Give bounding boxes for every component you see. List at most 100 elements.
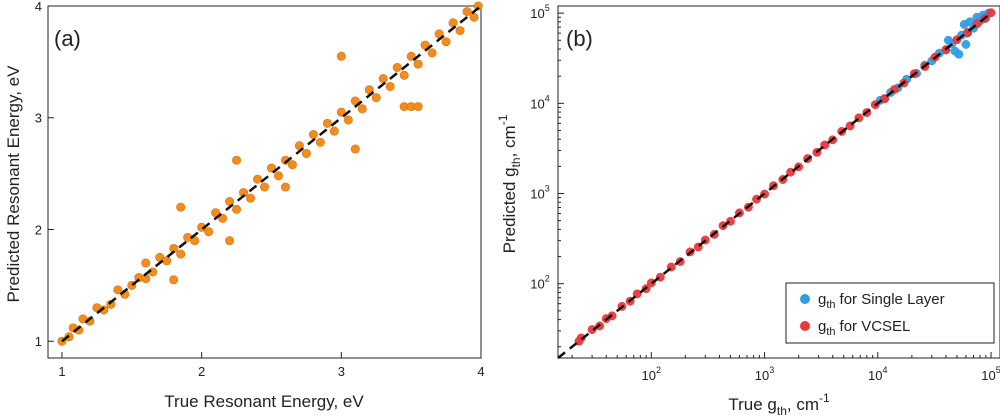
panel-a-y-tick-label: 4 <box>35 0 42 14</box>
panel-a-y-tick-label: 3 <box>35 111 42 126</box>
panel-a-point <box>413 59 423 69</box>
panel-a-x-axis-title: True Resonant Energy, eV <box>164 392 364 411</box>
panel-b-label: (b) <box>566 26 593 51</box>
panel-b-y-axis-title-sup: -1 <box>496 114 510 125</box>
panel-a-point <box>169 275 179 285</box>
panel-a-point <box>287 160 297 170</box>
panel-a-point <box>448 18 458 28</box>
panel-a-x-tick-label: 4 <box>477 364 484 379</box>
panel-a-x-tick-label: 3 <box>338 364 345 379</box>
panel-a-point <box>273 171 283 181</box>
legend-marker-vcsel <box>800 321 810 331</box>
panel-a-y-axis-title: Predicted Resonant Energy, eV <box>4 65 23 303</box>
panel-a-point <box>232 155 242 165</box>
panel-a-point <box>176 202 186 212</box>
panel-a-point <box>162 256 172 266</box>
panel-b-y-axis-title-sub: th <box>509 157 523 167</box>
panel-a-point <box>336 51 346 61</box>
panel-b-reference-line <box>557 12 992 359</box>
panel-a-point <box>301 149 311 159</box>
panel-a-point <box>385 81 395 91</box>
panel-a-point <box>246 193 256 203</box>
legend-box <box>785 282 995 344</box>
panel-a-point <box>113 285 123 295</box>
panel-a-point <box>259 182 269 192</box>
panel-a-point <box>413 102 423 112</box>
panel-b-y-tick-label: 103 <box>530 184 549 202</box>
panel-b-x-axis-title-unit: , cm <box>787 395 819 414</box>
panel-a-y-tick-labels: 1 2 3 4 <box>35 0 42 349</box>
panel-b-y-tick-label: 104 <box>530 93 549 111</box>
panel-b-point-vcsel <box>986 8 996 18</box>
panel-a-point <box>225 236 235 246</box>
panel-a-point <box>357 104 367 114</box>
panel-a-frame <box>47 5 482 359</box>
panel-b-point-single-layer <box>961 39 971 49</box>
panel-a-point <box>329 126 339 136</box>
legend: gth for Single Layer gth for VCSEL <box>785 282 995 344</box>
panel-a-point <box>350 144 360 154</box>
legend-label-vcsel: gth for VCSEL <box>818 318 910 338</box>
panel-a-point <box>392 62 402 72</box>
panel-a-point <box>462 7 472 17</box>
legend-label-single-layer: gth for Single Layer <box>818 291 945 311</box>
panel-a-point <box>473 1 483 11</box>
panel-a-reference-line <box>61 5 482 343</box>
legend-single-layer-text: for Single Layer <box>840 291 945 308</box>
panel-b-x-tick-label: 105 <box>981 365 1000 383</box>
panel-a-x-tick-label: 2 <box>198 364 205 379</box>
panel-a-label: (a) <box>54 26 81 51</box>
panel-a-point <box>322 118 332 128</box>
panel-a-point <box>232 204 242 214</box>
panel-a-point <box>266 163 276 173</box>
panel-a-point <box>315 137 325 147</box>
panel-b-x-tick-label: 104 <box>868 365 887 383</box>
panel-a-point <box>406 51 416 61</box>
panel-b-y-tick-label: 102 <box>530 274 549 292</box>
panel-b-y-tick-label: 105 <box>530 3 549 21</box>
panel-a-point <box>378 74 388 84</box>
panel-a-point <box>371 93 381 103</box>
panel-b-x-tick-label: 103 <box>755 365 774 383</box>
panel-a-point <box>308 130 318 140</box>
legend-vcsel-text: for VCSEL <box>840 318 911 335</box>
panel-a-point <box>176 249 186 259</box>
panel-a-point <box>427 48 437 58</box>
panel-a-ticks <box>48 5 482 358</box>
panel-b-frame <box>557 5 1000 359</box>
panel-b-ticks <box>558 12 992 358</box>
panel-a-point <box>280 182 290 192</box>
panel-a: (a) 1 2 3 4 1 2 3 4 True Resonant Energy, eV P… <box>4 0 485 411</box>
legend-marker-single-layer <box>800 294 810 304</box>
panel-b-point-vcsel <box>576 333 586 343</box>
legend-single-layer-g: g <box>818 291 826 308</box>
panel-a-point <box>204 227 214 237</box>
panel-b-y-axis-title: Predicted gth, cm-1 <box>496 114 523 253</box>
panel-a-point <box>343 115 353 125</box>
panel-a-x-tick-label: 1 <box>58 364 65 379</box>
panel-b-x-axis-title-main: True g <box>728 395 777 414</box>
legend-vcsel-sub: th <box>826 326 835 338</box>
panel-b-x-axis-title-sup: -1 <box>819 391 830 405</box>
panel-a-point <box>336 107 346 117</box>
panel-b-x-axis-title: True gth, cm-1 <box>728 391 830 418</box>
panel-a-point <box>455 26 465 36</box>
panel-b-x-tick-labels: 102 103 104 105 <box>642 365 1000 383</box>
legend-single-layer-sub: th <box>826 299 835 311</box>
panel-a-point <box>141 258 151 268</box>
panel-a-point <box>399 70 409 80</box>
panel-a-y-tick-label: 2 <box>35 222 42 237</box>
panel-b-point-vcsel <box>587 325 597 335</box>
panel-b-x-tick-label: 102 <box>642 365 661 383</box>
panel-b-y-axis-title-main: Predicted g <box>500 167 519 253</box>
panel-a-point <box>469 12 479 22</box>
panel-b-y-tick-labels: 102 103 104 105 <box>530 3 549 292</box>
panel-a-point <box>253 174 263 184</box>
panel-a-y-tick-label: 1 <box>35 334 42 349</box>
legend-vcsel-g: g <box>818 318 826 335</box>
panel-b-x-axis-title-sub: th <box>777 404 787 418</box>
panel-a-x-tick-labels: 1 2 3 4 <box>58 364 484 379</box>
panel-b-point-single-layer <box>954 49 964 59</box>
panel-b-y-axis-title-unit: , cm <box>500 125 519 157</box>
